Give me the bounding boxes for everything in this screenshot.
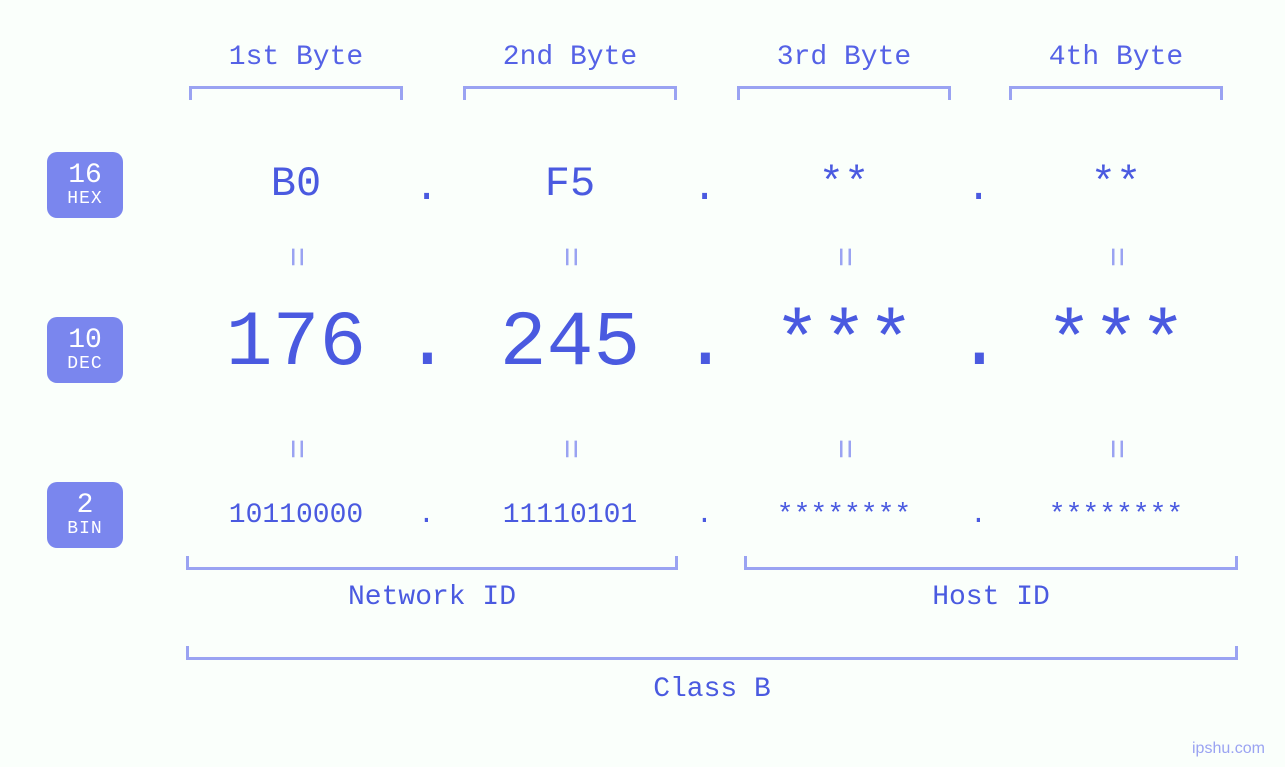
hex-dot-1: . <box>414 164 439 212</box>
eq-hex-dec-1: = <box>275 247 313 267</box>
bin-dot-3: . <box>970 500 987 531</box>
dec-badge: 10 DEC <box>47 317 123 383</box>
eq-dec-bin-3: = <box>823 439 861 459</box>
hex-badge-label: HEX <box>67 190 102 209</box>
byte-2-bracket <box>463 86 677 100</box>
hex-badge: 16 HEX <box>47 152 123 218</box>
network-id-bracket <box>186 556 678 570</box>
byte-3-label: 3rd Byte <box>774 42 914 73</box>
network-id-label: Network ID <box>186 582 678 613</box>
dec-dot-2: . <box>682 300 729 388</box>
dec-byte-4: *** <box>1006 300 1226 388</box>
byte-1-bracket <box>189 86 403 100</box>
dec-byte-3: *** <box>734 300 954 388</box>
byte-4-bracket <box>1009 86 1223 100</box>
eq-dec-bin-2: = <box>549 439 587 459</box>
host-id-label: Host ID <box>744 582 1238 613</box>
dec-badge-label: DEC <box>67 355 102 374</box>
hex-badge-num: 16 <box>68 161 102 190</box>
class-bracket <box>186 646 1238 660</box>
bin-byte-4: ******** <box>1006 500 1226 531</box>
hex-dot-2: . <box>692 164 717 212</box>
dec-dot-1: . <box>404 300 451 388</box>
bin-byte-2: 11110101 <box>460 500 680 531</box>
hex-byte-1: B0 <box>236 160 356 208</box>
bin-dot-1: . <box>418 500 435 531</box>
bin-byte-1: 10110000 <box>186 500 406 531</box>
watermark: ipshu.com <box>1192 740 1265 758</box>
bin-dot-2: . <box>696 500 713 531</box>
eq-dec-bin-1: = <box>275 439 313 459</box>
byte-3-bracket <box>737 86 951 100</box>
dec-badge-num: 10 <box>68 326 102 355</box>
eq-hex-dec-2: = <box>549 247 587 267</box>
byte-2-label: 2nd Byte <box>500 42 640 73</box>
hex-dot-3: . <box>966 164 991 212</box>
dec-byte-2: 245 <box>460 300 680 388</box>
host-id-bracket <box>744 556 1238 570</box>
byte-4-label: 4th Byte <box>1046 42 1186 73</box>
byte-1-label: 1st Byte <box>226 42 366 73</box>
hex-byte-3: ** <box>784 160 904 208</box>
eq-hex-dec-4: = <box>1095 247 1133 267</box>
eq-hex-dec-3: = <box>823 247 861 267</box>
hex-byte-2: F5 <box>510 160 630 208</box>
eq-dec-bin-4: = <box>1095 439 1133 459</box>
hex-byte-4: ** <box>1056 160 1176 208</box>
class-label: Class B <box>186 674 1238 705</box>
dec-byte-1: 176 <box>186 300 406 388</box>
bin-badge-label: BIN <box>67 520 102 539</box>
bin-badge-num: 2 <box>77 491 94 520</box>
dec-dot-3: . <box>956 300 1003 388</box>
bin-byte-3: ******** <box>734 500 954 531</box>
bin-badge: 2 BIN <box>47 482 123 548</box>
